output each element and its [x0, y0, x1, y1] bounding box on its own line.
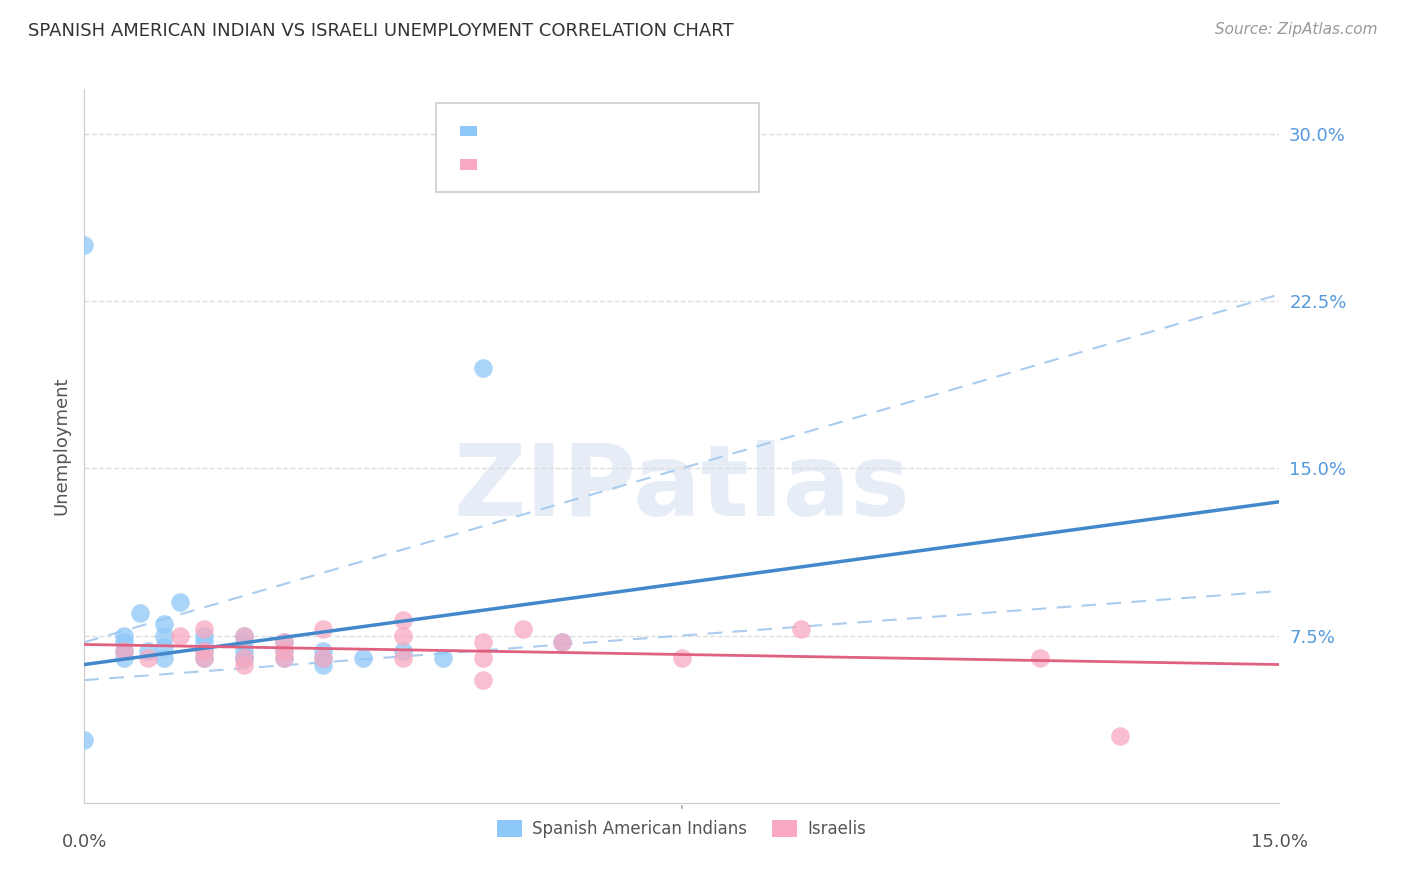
- Text: Source: ZipAtlas.com: Source: ZipAtlas.com: [1215, 22, 1378, 37]
- Point: [352, 651, 374, 665]
- Point: [153, 640, 176, 654]
- Point: [392, 651, 415, 665]
- Point: [193, 644, 215, 658]
- Point: [232, 651, 254, 665]
- Point: [193, 622, 215, 636]
- Point: [73, 733, 96, 747]
- Point: [273, 651, 295, 665]
- Point: [232, 644, 254, 658]
- Point: [273, 635, 295, 649]
- Text: SPANISH AMERICAN INDIAN VS ISRAELI UNEMPLOYMENT CORRELATION CHART: SPANISH AMERICAN INDIAN VS ISRAELI UNEMP…: [28, 22, 734, 40]
- Y-axis label: Unemployment: Unemployment: [52, 376, 70, 516]
- Point: [671, 651, 693, 665]
- Point: [312, 651, 335, 665]
- Point: [392, 628, 415, 642]
- Point: [471, 635, 494, 649]
- Point: [73, 238, 96, 252]
- Point: [193, 644, 215, 658]
- Point: [392, 644, 415, 658]
- Text: N = 33: N = 33: [610, 122, 672, 140]
- Point: [112, 644, 135, 658]
- Point: [136, 644, 159, 658]
- Point: [273, 644, 295, 658]
- Point: [790, 622, 813, 636]
- Point: [1029, 651, 1052, 665]
- Point: [312, 651, 335, 665]
- Point: [551, 635, 574, 649]
- Point: [273, 644, 295, 658]
- Text: R = -0.112: R = -0.112: [488, 156, 585, 174]
- Point: [169, 595, 191, 609]
- Point: [551, 635, 574, 649]
- Point: [153, 617, 176, 632]
- Point: [136, 651, 159, 665]
- Point: [112, 651, 135, 665]
- Point: [193, 651, 215, 665]
- Point: [512, 622, 534, 636]
- Text: 0.0%: 0.0%: [62, 833, 107, 851]
- Point: [392, 613, 415, 627]
- Point: [112, 635, 135, 649]
- Point: [312, 644, 335, 658]
- Point: [169, 628, 191, 642]
- Point: [273, 635, 295, 649]
- Point: [1109, 729, 1132, 743]
- Point: [112, 628, 135, 642]
- Point: [193, 651, 215, 665]
- Point: [193, 635, 215, 649]
- Point: [312, 657, 335, 672]
- Text: N = 26: N = 26: [610, 156, 672, 174]
- Point: [471, 360, 494, 375]
- Point: [129, 607, 152, 621]
- Text: 15.0%: 15.0%: [1251, 833, 1308, 851]
- Point: [471, 651, 494, 665]
- Point: [112, 644, 135, 658]
- Text: R = 0.273: R = 0.273: [488, 122, 579, 140]
- Point: [273, 651, 295, 665]
- Point: [153, 651, 176, 665]
- Point: [232, 657, 254, 672]
- Point: [232, 628, 254, 642]
- Point: [232, 651, 254, 665]
- Point: [232, 635, 254, 649]
- Point: [432, 651, 454, 665]
- Point: [471, 673, 494, 687]
- Point: [232, 651, 254, 665]
- Point: [232, 628, 254, 642]
- Point: [153, 628, 176, 642]
- Text: ZIPatlas: ZIPatlas: [454, 441, 910, 537]
- Point: [312, 622, 335, 636]
- Legend: Spanish American Indians, Israelis: Spanish American Indians, Israelis: [491, 813, 873, 845]
- Point: [193, 628, 215, 642]
